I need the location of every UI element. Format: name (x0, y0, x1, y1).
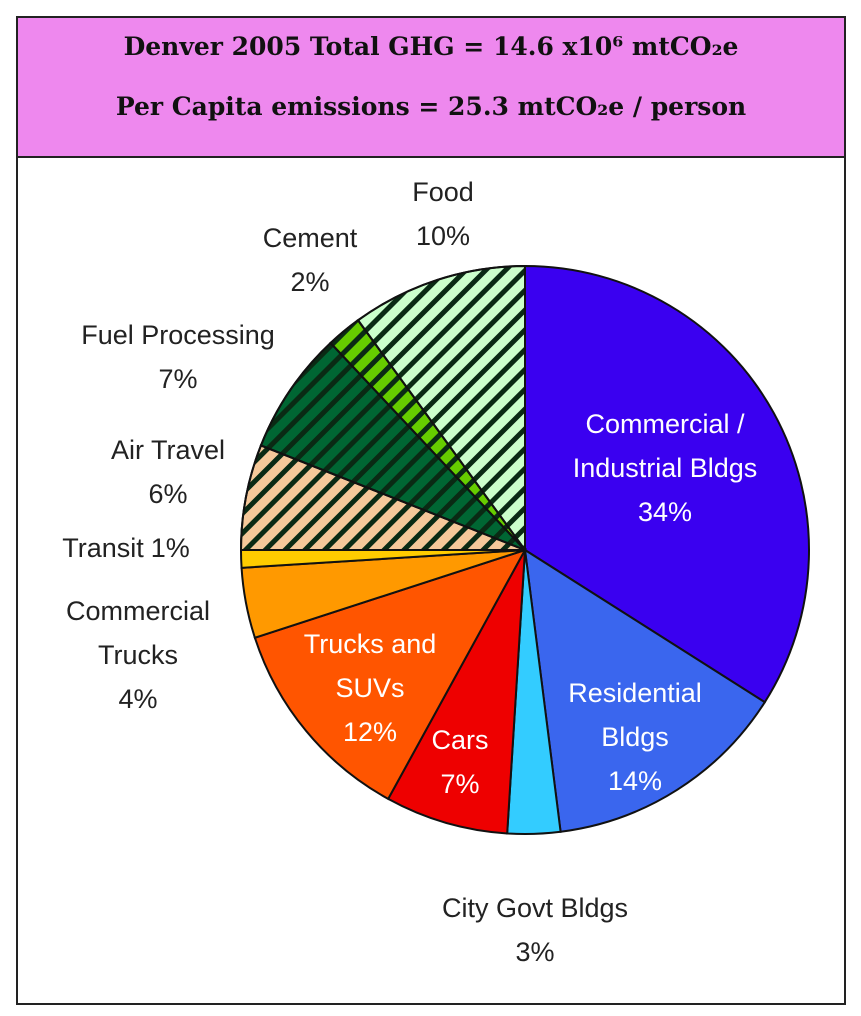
category-label: Air Travel (110, 435, 226, 465)
category-label: Cement (262, 223, 358, 253)
slice-label: City Govt Bldgs 3% (435, 886, 635, 974)
pie-slice (524, 264, 810, 704)
value-label: 7% (440, 769, 480, 799)
chart-frame: Denver 2005 Total GHG = 14.6 x10⁶ mtCO₂e… (16, 16, 846, 1005)
slice-label: Transit 1% (26, 526, 226, 570)
value-label: 2% (290, 267, 330, 297)
slice-label: Residential Bldgs 14% (535, 671, 735, 803)
slice-label: Fuel Processing 7% (38, 313, 318, 401)
category-label: Commercial / Industrial Bldgs (572, 409, 758, 483)
value-label: 34% (637, 497, 693, 527)
pie-slice (523, 548, 767, 833)
slice-label: Cement 2% (230, 216, 390, 304)
pie-slice (386, 549, 526, 835)
chart-subtitle: Per Capita emissions = 25.3 mtCO₂e / per… (115, 92, 747, 121)
slice-label: Commercial / Industrial Bldgs 34% (535, 402, 795, 534)
value-label: 4% (118, 684, 158, 714)
category-label: Residential Bldgs (568, 678, 702, 752)
value-label: 6% (148, 479, 188, 509)
slice-label: Commercial Trucks 4% (38, 589, 238, 721)
value-label: 3% (515, 937, 555, 967)
slice-label: Trucks and SUVs 12% (285, 622, 455, 754)
value-label: 14% (607, 766, 663, 796)
category-label: Commercial Trucks (65, 596, 211, 670)
category-label: Cars (431, 725, 489, 755)
slice-label: Air Travel 6% (68, 428, 268, 516)
category-label: Food (412, 177, 474, 207)
pie-slice (253, 548, 528, 801)
slice-label: Cars 7% (415, 718, 505, 806)
category-label: Transit (62, 533, 144, 563)
value-label: 12% (342, 717, 398, 747)
slice-label: Food 10% (383, 170, 503, 258)
category-label: Fuel Processing (81, 320, 275, 350)
chart-title: Denver 2005 Total GHG = 14.6 x10⁶ mtCO₂e (123, 32, 739, 61)
value-label: 10% (415, 221, 471, 251)
value-label: 7% (158, 364, 198, 394)
header: Denver 2005 Total GHG = 14.6 x10⁶ mtCO₂e… (18, 18, 844, 158)
category-label: City Govt Bldgs (441, 893, 629, 923)
category-label: Trucks and SUVs (303, 629, 437, 703)
value-label: 1% (150, 533, 190, 563)
